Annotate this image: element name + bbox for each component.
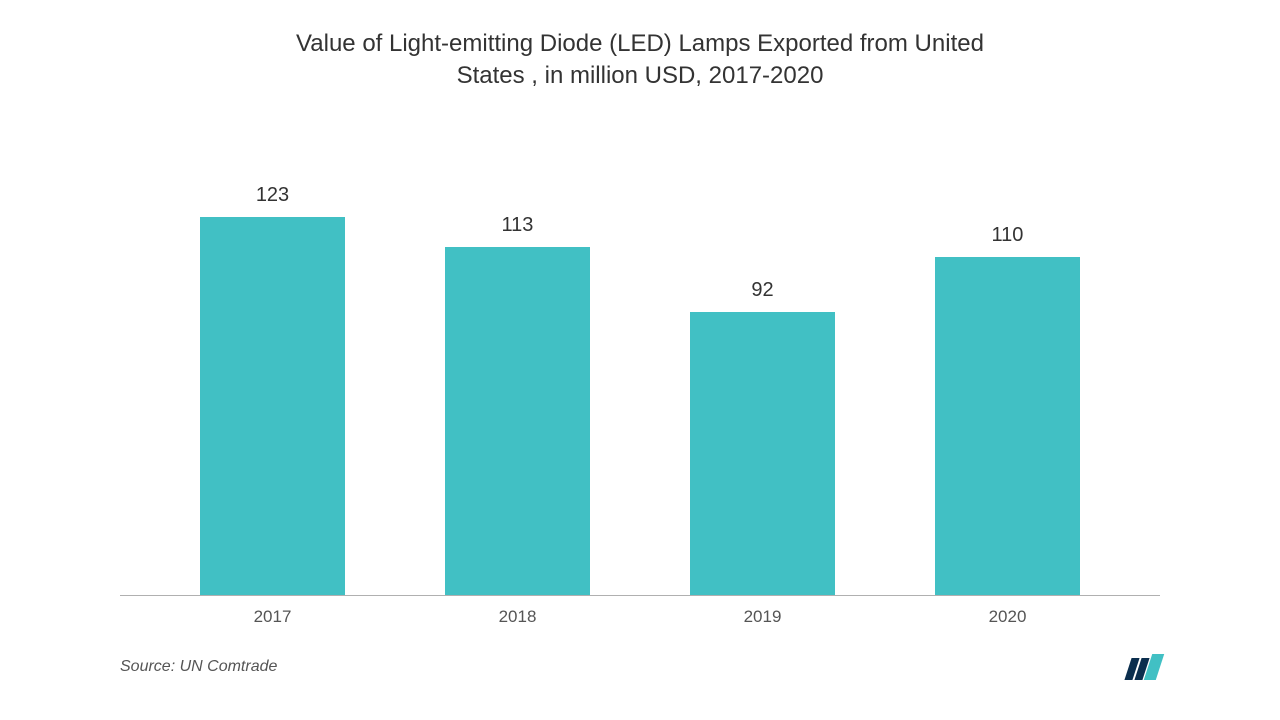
bar-value-label: 110 xyxy=(992,224,1024,247)
chart-container: Value of Light-emitting Diode (LED) Lamp… xyxy=(0,0,1280,720)
brand-logo xyxy=(1128,654,1160,680)
bar-group: 922019 xyxy=(655,279,871,595)
plot-area: 123201711320189220191102020 xyxy=(120,133,1160,596)
source-text: Source: UN Comtrade xyxy=(120,658,277,676)
bar-group: 1102020 xyxy=(900,224,1116,595)
category-label: 2020 xyxy=(989,607,1027,627)
bar xyxy=(690,312,834,595)
bar xyxy=(935,257,1079,595)
bar-group: 1132018 xyxy=(410,214,626,595)
category-label: 2018 xyxy=(499,607,537,627)
bar-value-label: 123 xyxy=(256,184,289,207)
bar-value-label: 113 xyxy=(502,214,534,237)
chart-footer: Source: UN Comtrade xyxy=(120,654,1160,680)
bar-value-label: 92 xyxy=(751,279,773,302)
bar-group: 1232017 xyxy=(165,184,381,595)
bar xyxy=(200,217,344,595)
category-label: 2017 xyxy=(254,607,292,627)
chart-title: Value of Light-emitting Diode (LED) Lamp… xyxy=(280,28,1000,93)
category-label: 2019 xyxy=(744,607,782,627)
bar xyxy=(445,247,589,595)
